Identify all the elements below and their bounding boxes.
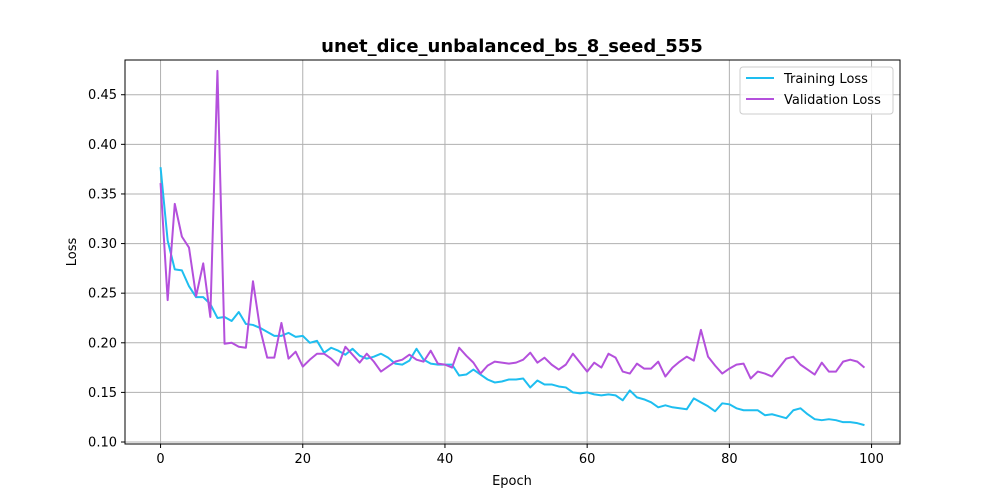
x-tick-label: 0 — [156, 452, 164, 467]
y-axis-label: Loss — [65, 238, 80, 267]
ticks: 0 20 40 60 80 100 0.10 0.15 0.20 0.25 0.30 0.35 0.40… — [88, 88, 884, 467]
y-tick-label: 0.20 — [88, 336, 117, 351]
x-tick-label: 100 — [859, 452, 884, 467]
grid — [125, 60, 900, 444]
y-tick-label: 0.10 — [88, 436, 117, 451]
x-tick-label: 80 — [721, 452, 738, 467]
y-tick-label: 0.35 — [88, 187, 117, 202]
y-tick-label: 0.40 — [88, 138, 117, 153]
y-tick-label: 0.30 — [88, 237, 117, 252]
x-axis-label: Epoch — [492, 474, 532, 489]
x-tick-label: 20 — [294, 452, 311, 467]
x-tick-label: 40 — [437, 452, 454, 467]
legend-label-validation: Validation Loss — [784, 93, 881, 108]
y-tick-label: 0.25 — [88, 287, 117, 302]
legend: Training Loss Validation Loss — [739, 66, 894, 115]
plot-frame — [124, 59, 901, 445]
y-tick-label: 0.45 — [88, 88, 117, 103]
x-tick-label: 60 — [579, 452, 596, 467]
legend-box — [739, 66, 894, 115]
chart-title: unet_dice_unbalanced_bs_8_seed_555 — [321, 36, 703, 57]
y-tick-label: 0.15 — [88, 386, 117, 401]
series-group — [159, 69, 866, 427]
legend-label-training: Training Loss — [783, 72, 868, 87]
series-line-validation-loss — [159, 69, 866, 380]
